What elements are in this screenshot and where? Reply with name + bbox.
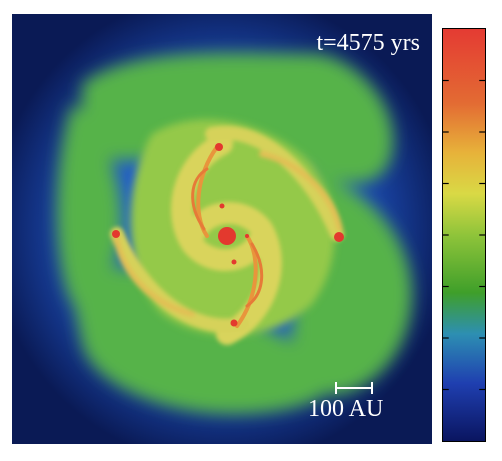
- clump-bottom: [230, 319, 238, 327]
- density-map: [12, 14, 432, 444]
- colorbar: [442, 28, 486, 442]
- clump-right: [334, 232, 344, 242]
- clump-left: [112, 230, 120, 238]
- colorbar-ticks: [443, 79, 485, 391]
- colorbar-gradient: [443, 29, 485, 441]
- spiral-arms: [110, 125, 344, 345]
- scale-label: 100 AU: [308, 396, 384, 422]
- clump-inner-1: [219, 203, 225, 209]
- central-star: [218, 227, 236, 245]
- protostars: [112, 143, 344, 327]
- filaments: [191, 145, 264, 328]
- simulation-image: t=4575 yrs 100 AU: [12, 14, 432, 444]
- clump-inner-3: [245, 234, 249, 238]
- time-label: t=4575 yrs: [316, 30, 420, 56]
- clump-top: [215, 143, 223, 151]
- clump-inner-2: [231, 259, 237, 265]
- scale-bar: [335, 382, 373, 394]
